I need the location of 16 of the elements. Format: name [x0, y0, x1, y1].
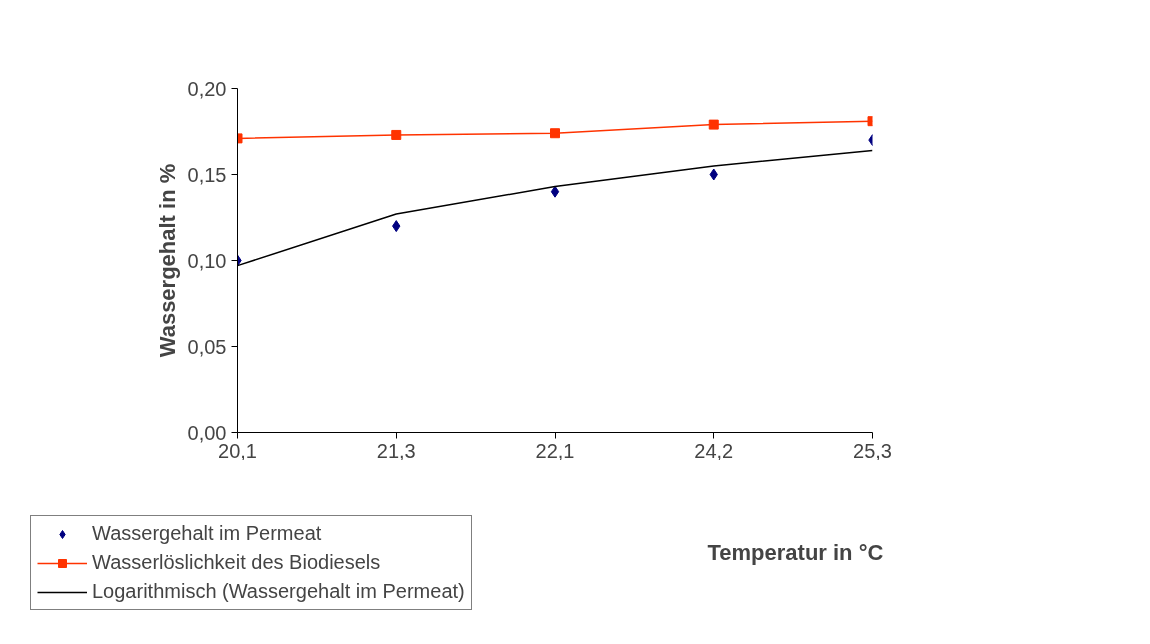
- y-axis-title: Wassergehalt in %: [154, 163, 180, 358]
- x-tick-label: 21,3: [376, 439, 416, 462]
- y-tick-label: 0,15: [187, 163, 227, 186]
- point: [391, 129, 402, 140]
- legend-label: Wassergehalt im Permeat: [92, 522, 322, 545]
- x-tick-label: 22,1: [535, 439, 575, 462]
- y-tick-label: 0,10: [187, 249, 227, 272]
- x-tick-label: 25,3: [853, 439, 892, 462]
- legend-label: Logarithmisch (Wassergehalt im Permeat): [92, 580, 465, 603]
- y-tick-label: 0,20: [187, 77, 227, 100]
- x-tick-label: 24,2: [694, 439, 734, 462]
- legend-label: Wasserlöslichkeit des Biodiesels: [92, 551, 381, 574]
- point: [550, 128, 560, 139]
- point: [708, 119, 719, 130]
- x-axis-title: Temperatur in °C: [707, 539, 884, 565]
- y-tick-label: 0,05: [187, 335, 227, 358]
